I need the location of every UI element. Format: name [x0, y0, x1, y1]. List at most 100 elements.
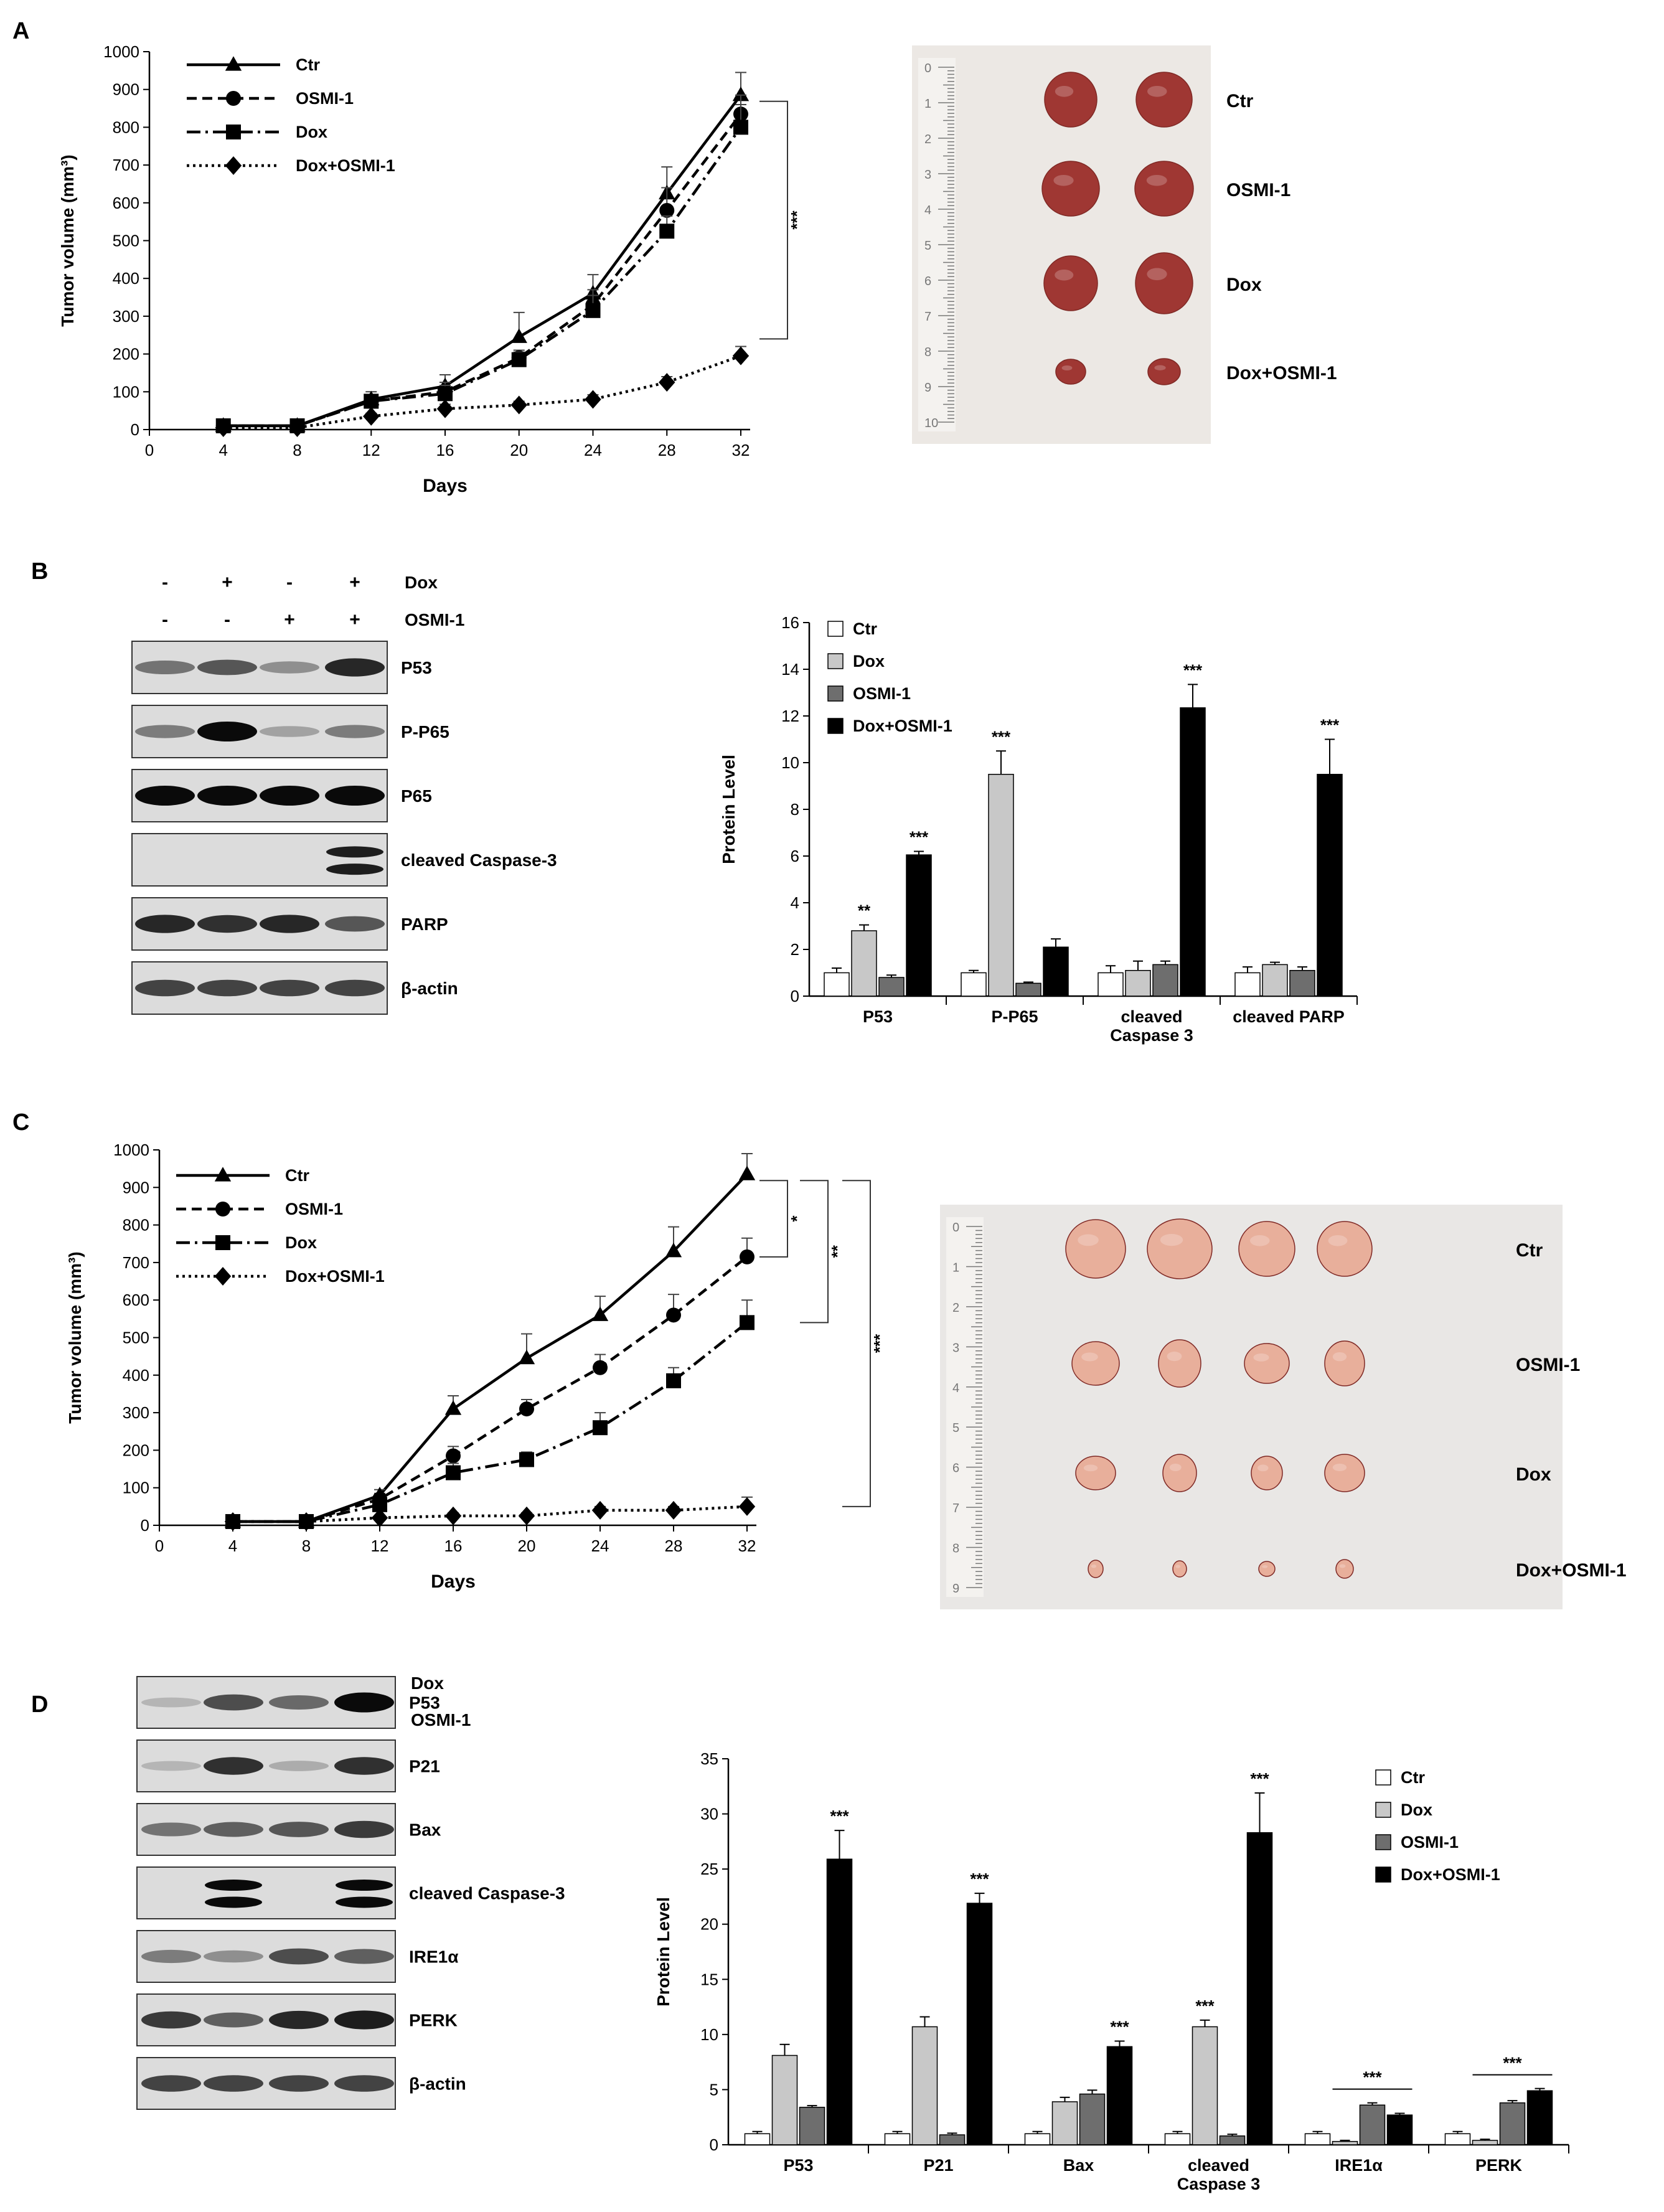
tumor-highlight: [1154, 365, 1166, 370]
x-axis-title: Days: [431, 1571, 476, 1592]
tumor-photo-a: 0 1 2 3 4 5 6 7 8 9 10 Ctr OSMI-1 Dox Dox+OSMI-1: [912, 45, 1337, 444]
tumor: [1147, 1218, 1213, 1279]
bar: [744, 2133, 771, 2145]
y-tick-label: 700: [123, 1253, 149, 1272]
y-tick-label: 600: [123, 1291, 149, 1309]
blot-band: [325, 725, 385, 738]
data-point: [298, 1512, 315, 1531]
blot-band: [269, 1822, 329, 1837]
western-blot-b: Dox OSMI-1 - + - + - - + + P53 P-P65 P65 cleaved Casp…: [131, 572, 557, 1015]
legend-label: Dox: [285, 1233, 317, 1252]
data-point: [215, 418, 232, 437]
y-tick-label: 20: [700, 1915, 718, 1934]
y-tick-label: 2: [791, 940, 799, 959]
tumor-highlight: [1147, 268, 1167, 281]
legend-marker: [225, 56, 242, 71]
significance-label: ***: [910, 828, 929, 847]
significance-label: ***: [1503, 2054, 1522, 2073]
bar: [799, 2107, 825, 2145]
ruler-number: 2: [952, 1301, 959, 1315]
data-point: [591, 1306, 609, 1321]
blot-band: [204, 1757, 263, 1775]
legend-swatch: [827, 621, 844, 637]
blot-band: [135, 786, 195, 806]
protein-level-chart-d: 0 5 10 15 20 25 30 35 Protein Level P53 P21 Bax clea…: [654, 1749, 1569, 2193]
ruler-number: 3: [952, 1341, 959, 1355]
data-point: [444, 1400, 462, 1415]
data-point: [738, 1497, 756, 1516]
y-tick-label: 16: [781, 613, 799, 632]
panel-letter-c: C: [12, 1109, 29, 1136]
x-tick-label: 20: [518, 1537, 536, 1555]
tumor-highlight: [1091, 1565, 1097, 1568]
blot-strip: [136, 1866, 396, 1919]
ruler-number: 5: [952, 1421, 959, 1435]
legend-swatch: [1375, 1802, 1391, 1818]
treatment-label: Dox: [411, 1673, 444, 1693]
tumor: [1251, 1456, 1283, 1490]
blot-band: [204, 1950, 263, 1963]
tumor: [1041, 161, 1100, 217]
blot-band: [334, 1949, 394, 1964]
blot-band: [141, 2011, 201, 2029]
bar: [988, 774, 1014, 997]
data-point: [511, 352, 527, 367]
blot-band: [141, 1697, 201, 1708]
y-tick-label: 0: [141, 1516, 149, 1535]
y-tick-label: 800: [113, 118, 139, 136]
y-tick-label: 25: [700, 1860, 718, 1878]
photo-row-label: Dox+OSMI-1: [1516, 1560, 1627, 1581]
bar: [1289, 970, 1315, 997]
legend-label: OSMI-1: [1401, 1833, 1459, 1852]
dox-sign: +: [349, 572, 360, 593]
bar: [1499, 2102, 1526, 2145]
tumor: [1135, 252, 1193, 314]
ruler-number: 5: [924, 239, 931, 253]
bracket-line: [842, 1180, 871, 1507]
tumor-highlight: [1083, 1464, 1098, 1472]
blot-row-label: P53: [409, 1693, 440, 1713]
series-Dox+OSMI-1: Dox+OSMI-1: [826, 1792, 1553, 2145]
data-point: [740, 1315, 754, 1330]
x-axis-title: Days: [423, 476, 468, 496]
ruler-number: 9: [952, 1582, 959, 1596]
ruler-number: 0: [952, 1221, 959, 1235]
blot-band: [141, 1822, 201, 1837]
data-point: [289, 418, 306, 437]
series-Dox+OSMI-1: Dox+OSMI-1: [187, 156, 750, 437]
significance-label: **: [858, 901, 871, 920]
blot-band: [260, 726, 319, 737]
blot-band: [336, 1880, 393, 1891]
legend-marker: [226, 91, 241, 106]
tumor-highlight: [1339, 1564, 1346, 1568]
tumor: [1065, 1219, 1126, 1279]
data-point: [666, 1307, 681, 1323]
treatment-label: OSMI-1: [405, 610, 464, 629]
series-OSMI-1: OSMI-1: [176, 1200, 754, 1529]
blot-band: [204, 1694, 263, 1711]
bar: [1106, 2046, 1133, 2145]
y-tick-label: 4: [791, 893, 799, 912]
y-tick-label: 8: [791, 800, 799, 819]
tumor-highlight: [1053, 175, 1074, 186]
bar: [1526, 2090, 1553, 2145]
data-point: [665, 1243, 682, 1258]
blot-band: [269, 2075, 329, 2092]
legend-swatch: [827, 653, 844, 669]
data-point: [733, 120, 748, 135]
blot-band: [260, 661, 319, 674]
x-tick-label: 12: [362, 441, 380, 459]
tumor: [1244, 1343, 1290, 1384]
ruler-number: 3: [924, 168, 931, 182]
blot-row: IRE1α: [136, 1930, 458, 1983]
tumor-highlight: [1175, 1565, 1181, 1568]
legend-label: Ctr: [285, 1166, 309, 1185]
y-tick-label: 10: [781, 753, 799, 772]
ruler-number: 10: [924, 417, 938, 430]
bar: [1051, 2101, 1078, 2145]
x-tick-label: 16: [444, 1537, 463, 1555]
osmi-sign: +: [349, 609, 360, 630]
legend-marker: [214, 1167, 232, 1182]
x-tick-label: 16: [436, 441, 454, 459]
blot-band: [334, 1757, 394, 1775]
